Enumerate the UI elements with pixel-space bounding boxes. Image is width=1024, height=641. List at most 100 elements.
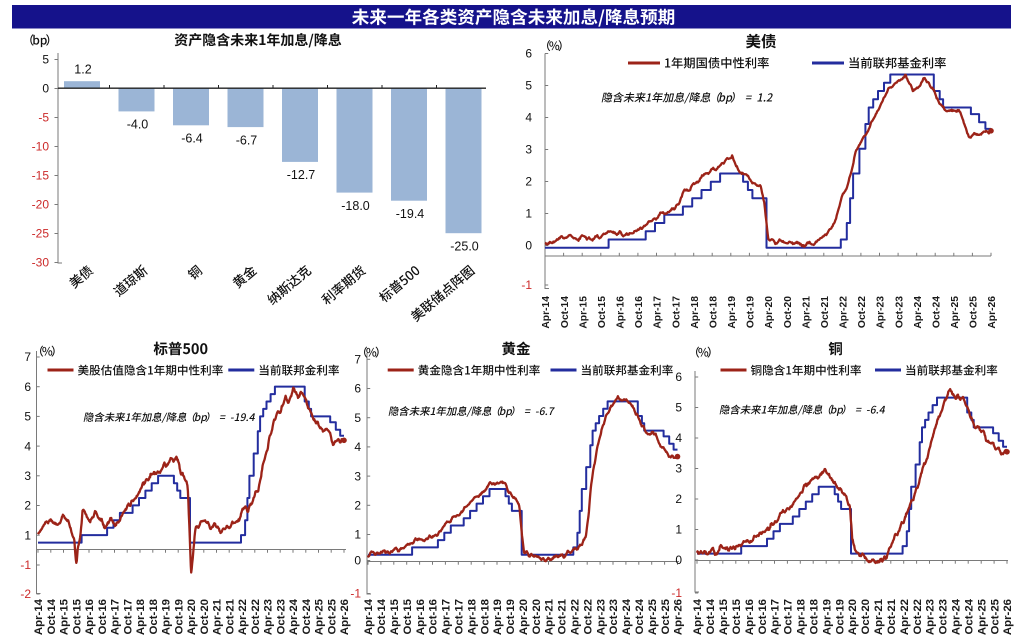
svg-text:Apr-23: Apr-23 <box>876 296 887 329</box>
svg-text:Apr-22: Apr-22 <box>839 296 850 329</box>
svg-text:Oct-16: Oct-16 <box>97 599 109 634</box>
svg-text:Apr-20: Apr-20 <box>518 599 530 635</box>
svg-text:Apr-25: Apr-25 <box>314 598 326 635</box>
svg-text:Apr-15: Apr-15 <box>389 598 401 635</box>
svg-text:Oct-17: Oct-17 <box>783 599 795 634</box>
svg-text:Oct-22: Oct-22 <box>912 599 924 634</box>
svg-text:5: 5 <box>675 401 682 415</box>
svg-text:Oct-22: Oct-22 <box>250 599 262 634</box>
svg-text:Oct-15: Oct-15 <box>402 598 414 634</box>
svg-text:2: 2 <box>354 499 361 513</box>
svg-text:Apr-18: Apr-18 <box>135 599 147 635</box>
svg-text:0: 0 <box>675 553 682 567</box>
svg-text:Apr-22: Apr-22 <box>237 599 249 635</box>
svg-text:3: 3 <box>354 469 361 483</box>
svg-text:Apr-14: Apr-14 <box>363 598 375 635</box>
svg-text:Oct-18: Oct-18 <box>709 296 720 328</box>
svg-text:-2: -2 <box>20 587 31 601</box>
svg-text:Apr-26: Apr-26 <box>987 296 998 329</box>
svg-text:-1: -1 <box>521 278 532 292</box>
svg-text:0: 0 <box>525 239 532 253</box>
svg-text:Apr-21: Apr-21 <box>212 598 224 635</box>
svg-text:0: 0 <box>42 82 49 96</box>
svg-text:Oct-14: Oct-14 <box>46 598 58 634</box>
svg-text:Oct-23: Oct-23 <box>894 296 905 328</box>
svg-text:Apr-14: Apr-14 <box>33 598 45 635</box>
svg-text:Oct-23: Oct-23 <box>938 599 950 634</box>
svg-text:Oct-25: Oct-25 <box>969 296 980 328</box>
svg-text:5: 5 <box>525 79 532 93</box>
svg-text:Oct-20: Oct-20 <box>199 599 211 634</box>
svg-text:Apr-23: Apr-23 <box>925 599 937 635</box>
svg-text:Oct-25: Oct-25 <box>326 598 338 634</box>
svg-text:6: 6 <box>354 382 361 396</box>
svg-text:Oct-20: Oct-20 <box>531 599 543 634</box>
svg-text:Oct-22: Oct-22 <box>582 599 594 634</box>
svg-text:-19.4: -19.4 <box>396 207 425 221</box>
svg-text:-30: -30 <box>32 256 50 270</box>
svg-text:3: 3 <box>675 462 682 476</box>
svg-text:1: 1 <box>354 528 361 542</box>
svg-text:-20: -20 <box>32 198 50 212</box>
svg-text:Apr-23: Apr-23 <box>263 599 275 635</box>
svg-text:Oct-16: Oct-16 <box>428 599 440 634</box>
svg-text:Oct-16: Oct-16 <box>634 296 645 328</box>
svg-text:5: 5 <box>354 411 361 425</box>
svg-text:-1: -1 <box>671 586 682 600</box>
svg-text:Apr-16: Apr-16 <box>415 599 427 635</box>
svg-text:Apr-17: Apr-17 <box>653 296 664 329</box>
svg-text:-6.7: -6.7 <box>236 133 258 147</box>
svg-text:Oct-19: Oct-19 <box>746 296 757 328</box>
svg-text:Oct-23: Oct-23 <box>608 599 620 634</box>
svg-text:Apr-17: Apr-17 <box>110 599 122 635</box>
svg-text:Oct-20: Oct-20 <box>860 599 872 634</box>
svg-text:Apr-21: Apr-21 <box>873 598 885 635</box>
svg-text:-25.0: -25.0 <box>450 240 479 254</box>
svg-text:Oct-24: Oct-24 <box>964 598 976 634</box>
svg-text:2: 2 <box>525 175 532 189</box>
svg-text:Apr-21: Apr-21 <box>544 598 556 635</box>
svg-text:-1: -1 <box>20 558 31 572</box>
svg-text:Oct-16: Oct-16 <box>757 599 769 634</box>
svg-text:4: 4 <box>675 431 682 445</box>
svg-text:1: 1 <box>675 523 682 537</box>
svg-text:Apr-26: Apr-26 <box>1002 599 1014 635</box>
svg-text:-18.0: -18.0 <box>341 199 370 213</box>
svg-text:-5: -5 <box>38 111 49 125</box>
svg-text:Oct-22: Oct-22 <box>857 296 868 328</box>
svg-text:Oct-14: Oct-14 <box>560 296 571 328</box>
svg-text:-1: -1 <box>350 587 361 601</box>
svg-text:-6.4: -6.4 <box>181 132 203 146</box>
svg-text:4: 4 <box>354 440 361 454</box>
svg-text:Apr-18: Apr-18 <box>796 599 808 635</box>
svg-text:3: 3 <box>24 469 31 483</box>
svg-text:Oct-23: Oct-23 <box>275 599 287 634</box>
svg-text:2: 2 <box>675 492 682 506</box>
svg-text:6: 6 <box>525 47 532 61</box>
svg-text:5: 5 <box>42 53 49 67</box>
svg-text:-12.7: -12.7 <box>287 168 316 182</box>
svg-text:Oct-17: Oct-17 <box>122 599 134 634</box>
svg-text:7: 7 <box>24 350 31 364</box>
svg-text:Oct-17: Oct-17 <box>671 296 682 328</box>
svg-text:-10: -10 <box>32 140 50 154</box>
svg-text:Oct-24: Oct-24 <box>932 296 943 328</box>
svg-text:Apr-15: Apr-15 <box>718 598 730 635</box>
svg-text:Apr-18: Apr-18 <box>466 599 478 635</box>
svg-text:Oct-18: Oct-18 <box>809 599 821 634</box>
svg-text:Apr-19: Apr-19 <box>161 599 173 635</box>
svg-text:Apr-20: Apr-20 <box>186 599 198 635</box>
svg-text:Oct-18: Oct-18 <box>479 599 491 634</box>
svg-text:Oct-20: Oct-20 <box>783 296 794 328</box>
svg-text:Apr-23: Apr-23 <box>595 599 607 635</box>
svg-text:6: 6 <box>675 370 682 384</box>
svg-text:Oct-14: Oct-14 <box>705 598 717 634</box>
svg-text:Apr-19: Apr-19 <box>492 599 504 635</box>
svg-text:0: 0 <box>354 554 361 568</box>
svg-text:Apr-16: Apr-16 <box>744 599 756 635</box>
svg-text:Oct-19: Oct-19 <box>505 599 517 634</box>
svg-text:Apr-19: Apr-19 <box>821 599 833 635</box>
svg-text:Apr-14: Apr-14 <box>541 296 552 329</box>
svg-text:Oct-21: Oct-21 <box>224 598 236 634</box>
svg-text:Apr-26: Apr-26 <box>339 599 351 635</box>
